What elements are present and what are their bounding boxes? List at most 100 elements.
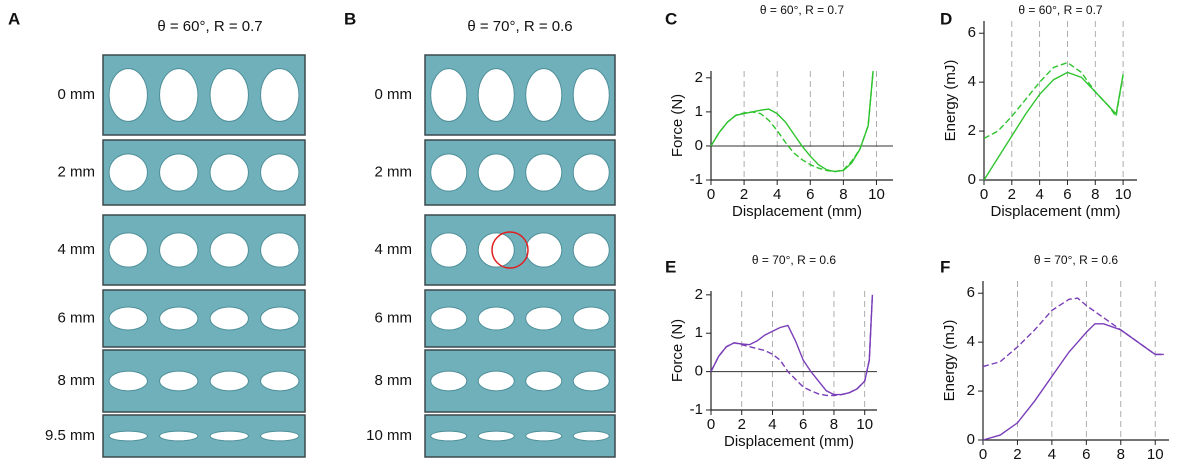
specimen-photo (424, 54, 616, 136)
highlight-circle (491, 231, 529, 269)
specimen-hole (159, 153, 199, 192)
specimen-photo (102, 214, 306, 286)
y-tick-label: 0 (968, 171, 976, 188)
x-tick-label: 0 (980, 186, 988, 203)
row-label: 10 mm (366, 427, 412, 444)
x-tick-label: 4 (768, 416, 776, 433)
specimen-photo (102, 139, 306, 206)
row-label: 0 mm (58, 86, 96, 103)
x-tick-label: 2 (1008, 186, 1016, 203)
specimen-photo (424, 414, 616, 458)
specimen-hole (108, 153, 148, 192)
x-tick-label: 10 (856, 416, 873, 433)
specimen-hole (477, 370, 515, 392)
line-series (710, 294, 874, 396)
y-tick-label: 2 (967, 382, 975, 399)
x-tick-label: 4 (1035, 186, 1043, 203)
line-series (983, 61, 1124, 140)
specimen-photo (102, 414, 306, 458)
chart-title: θ = 60°, R = 0.7 (1018, 3, 1103, 17)
row-label: 6 mm (375, 309, 413, 326)
y-axis-title: Force (N) (669, 94, 686, 157)
x-tick-label: 8 (830, 416, 838, 433)
specimen-hole (430, 430, 468, 442)
panel-letter: A (8, 9, 20, 28)
y-tick-label: -1 (690, 401, 703, 418)
y-tick-label: 0 (967, 431, 975, 448)
specimen-hole (430, 232, 468, 268)
specimen-hole (209, 68, 249, 122)
y-axis-title: Force (N) (669, 319, 686, 382)
x-tick-label: 2 (738, 416, 746, 433)
specimen-hole (209, 430, 249, 442)
panel-letter: F (940, 257, 950, 276)
x-tick-label: 6 (806, 186, 814, 203)
line-series (710, 70, 874, 173)
specimen-hole (525, 68, 563, 122)
x-tick-label: 10 (1115, 186, 1132, 203)
specimen-hole (159, 370, 199, 392)
x-tick-label: 10 (868, 186, 885, 203)
specimen-photo (424, 349, 616, 413)
row-label: 2 mm (375, 163, 413, 180)
y-tick-label: -1 (690, 171, 703, 188)
row-label: 4 mm (58, 241, 96, 258)
x-tick-label: 8 (1091, 186, 1099, 203)
specimen-hole (260, 232, 300, 268)
x-tick-label: 0 (707, 186, 715, 203)
specimen-hole (209, 232, 249, 268)
y-tick-label: 4 (967, 333, 975, 350)
specimen-hole (209, 306, 249, 331)
specimen-hole (159, 232, 199, 268)
x-tick-label: 2 (1013, 446, 1021, 463)
specimen-hole (572, 232, 610, 268)
specimen-hole (260, 306, 300, 331)
specimen-hole (209, 153, 249, 192)
specimen-photo (102, 349, 306, 413)
specimen-hole (159, 68, 199, 122)
specimen-hole (108, 232, 148, 268)
x-tick-label: 6 (1063, 186, 1071, 203)
specimen-hole (260, 430, 300, 442)
specimen-hole (477, 306, 515, 331)
specimen-hole (108, 370, 148, 392)
x-axis-title: Displacement (mm) (732, 203, 862, 220)
specimen-hole (525, 370, 563, 392)
panel-letter: E (665, 257, 676, 276)
y-tick-label: 4 (968, 73, 976, 90)
panel-letter: D (940, 9, 952, 28)
row-label: 8 mm (58, 372, 96, 389)
chart-title: θ = 70°, R = 0.6 (1034, 253, 1119, 267)
x-tick-label: 0 (979, 446, 987, 463)
x-tick-label: 4 (773, 186, 781, 203)
specimen-photo (424, 289, 616, 348)
x-tick-label: 2 (740, 186, 748, 203)
x-axis-title: Displacement (mm) (990, 203, 1120, 220)
y-tick-label: 2 (968, 122, 976, 139)
y-tick-label: 0 (695, 363, 703, 380)
x-tick-label: 8 (1117, 446, 1125, 463)
specimen-hole (525, 153, 563, 192)
line-series (983, 71, 1124, 181)
specimen-photo (102, 289, 306, 348)
line-series (710, 294, 874, 397)
photo-title: θ = 60°, R = 0.7 (157, 18, 262, 35)
y-tick-label: 1 (695, 103, 703, 120)
x-tick-label: 6 (799, 416, 807, 433)
y-tick-label: 1 (695, 324, 703, 341)
specimen-hole (159, 306, 199, 331)
specimen-hole (108, 68, 148, 122)
specimen-hole (260, 370, 300, 392)
row-label: 9.5 mm (45, 427, 95, 444)
specimen-hole (260, 68, 300, 122)
x-tick-label: 8 (839, 186, 847, 203)
panel-letter: C (665, 9, 677, 28)
y-tick-label: 2 (695, 286, 703, 303)
panel-letter: B (344, 9, 356, 28)
specimen-hole (159, 430, 199, 442)
specimen-photo (424, 139, 616, 206)
row-label: 0 mm (375, 86, 413, 103)
photo-title: θ = 70°, R = 0.6 (467, 18, 572, 35)
specimen-hole (430, 370, 468, 392)
